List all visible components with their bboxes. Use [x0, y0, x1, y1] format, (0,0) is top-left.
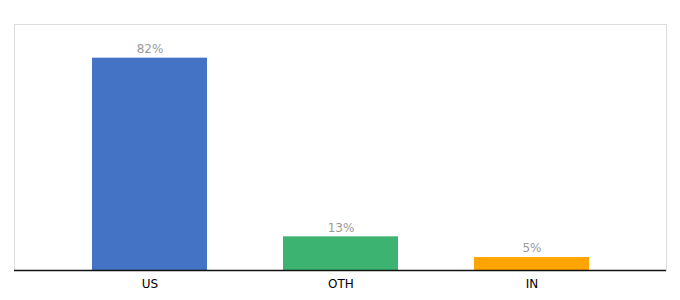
svg-text:OTH: OTH [328, 277, 354, 291]
svg-text:5%: 5% [522, 241, 541, 255]
svg-text:13%: 13% [328, 221, 355, 235]
svg-text:US: US [142, 277, 158, 291]
svg-text:82%: 82% [137, 42, 164, 56]
svg-text:IN: IN [526, 277, 539, 291]
